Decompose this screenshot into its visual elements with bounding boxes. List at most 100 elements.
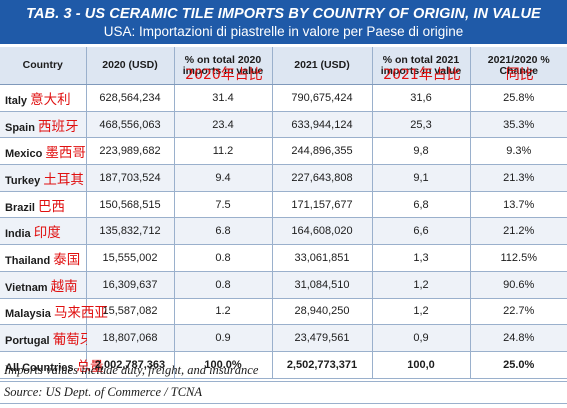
country-cell: Italy 意大利 [0,84,86,112]
table-notes: Imports values include duty, freight, an… [0,360,567,404]
change-cell: 21.2% [469,217,567,246]
country-name: Spain [5,121,35,134]
pct-2021-cell: 0,9 [371,324,470,352]
table-row: India 印度 135,832,712 6.8 164,608,020 6,6 21.2… [0,217,567,246]
value-2020-cell: 150,568,515 [85,191,174,219]
value-2020-cell: 2,002,787,363 [85,351,174,379]
country-name: Brazil [5,201,35,214]
table-row: Mexico 墨西哥 223,989,682 11.2 244,896,355 9,8 9… [0,137,567,166]
table-row: Portugal 葡萄牙 18,807,068 0.9 23,479,561 0,9 24… [0,324,567,352]
header-2020-usd: 2020 (USD) [85,47,174,85]
pct-2021-cell: 9,1 [371,164,470,192]
pct-2021-cell: 1,2 [371,271,470,299]
country-annotation: 西班牙 [38,118,79,135]
table-row: Malaysia 马来西亚 15,587,082 1.2 28,940,250 1,2 2… [0,298,567,326]
note-imports-values: Imports values include duty, freight, an… [0,360,567,382]
country-name: Thailand [5,254,51,267]
header-annotation: 同比 [505,67,534,83]
value-2021-cell: 790,675,424 [271,84,372,112]
country-annotation: 越南 [50,278,78,295]
header-pct-2021: % on total 2021 imports in value 2021年占比 [371,47,470,85]
value-2020-cell: 16,309,637 [85,271,174,299]
value-2021-cell: 28,940,250 [271,298,372,326]
country-cell: Thailand 泰国 [0,244,86,272]
header-country: Country [0,47,86,85]
country-name: All Countries [5,361,74,374]
table-row: Turkey 土耳其 187,703,524 9.4 227,643,808 9,1 21… [0,164,567,192]
country-annotation: 土耳其 [43,171,84,188]
header-change: 2021/2020 % Change 同比 [469,47,567,85]
table-subtitle: USA: Importazioni di piastrelle in valor… [103,24,464,39]
country-cell: India 印度 [0,217,86,246]
table-row: Vietnam 越南 16,309,637 0.8 31,084,510 1,2 90.6… [0,271,567,299]
pct-2020-cell: 6.8 [173,217,272,246]
pct-2021-cell: 31,6 [371,84,470,112]
table-row: Italy 意大利 628,564,234 31.4 790,675,424 31,6 2… [0,84,567,112]
value-2020-cell: 223,989,682 [85,137,174,166]
imports-table: Country 2020 (USD) % on total 2020 impor… [0,47,567,379]
country-annotation: 墨西哥 [45,145,86,162]
country-cell: Turkey 土耳其 [0,164,86,192]
value-2020-cell: 135,832,712 [85,217,174,246]
change-cell: 112.5% [469,244,567,272]
country-annotation: 巴西 [38,198,66,215]
value-2021-cell: 227,643,808 [271,164,372,192]
country-name: Italy [5,94,28,107]
table-row: Brazil 巴西 150,568,515 7.5 171,157,677 6,8 13.… [0,191,567,219]
country-cell: Mexico 墨西哥 [0,137,86,166]
pct-2020-cell: 9.4 [173,164,272,192]
country-annotation: 葡萄牙 [52,332,94,349]
value-2021-cell: 33,061,851 [271,244,372,272]
change-cell: 9.3% [469,137,567,166]
pct-2020-cell: 31.4 [173,84,272,112]
value-2021-cell: 171,157,677 [271,191,372,219]
pct-2020-cell: 0.9 [173,324,272,352]
country-annotation: 意大利 [30,91,71,108]
header-pct-2020: % on total 2020 imports in value 2020年占比 [173,47,272,85]
change-cell: 22.7% [469,298,567,326]
value-2020-cell: 468,556,063 [85,111,174,139]
pct-2021-cell: 100,0 [371,351,470,379]
value-2021-cell: 244,896,355 [271,137,372,166]
country-cell: Malaysia 马来西亚 [0,298,108,326]
value-2020-cell: 15,555,002 [85,244,174,272]
value-2020-cell: 18,807,068 [85,324,174,352]
change-cell: 24.8% [469,324,567,352]
value-2021-cell: 633,944,124 [271,111,372,139]
pct-2020-cell: 23.4 [173,111,272,139]
pct-2020-cell: 0.8 [173,244,272,272]
country-cell: Brazil 巴西 [0,191,86,219]
change-cell: 13.7% [469,191,567,219]
pct-2020-cell: 11.2 [173,137,272,166]
value-2020-cell: 628,564,234 [85,84,174,112]
table-title-bar: TAB. 3 - US CERAMIC TILE IMPORTS BY COUN… [0,0,567,44]
header-annotation: 2020年占比 [185,67,263,83]
pct-2021-cell: 25,3 [371,111,470,139]
value-2021-cell: 23,479,561 [271,324,372,352]
header-annotation: 2021年占比 [383,67,461,83]
pct-2021-cell: 9,8 [371,137,470,166]
change-cell: 25.8% [469,84,567,112]
change-cell: 90.6% [469,271,567,299]
pct-2021-cell: 1,2 [371,298,470,326]
country-name: Turkey [5,174,41,187]
change-cell: 25.0% [469,351,567,379]
value-2021-cell: 2,502,773,371 [271,351,372,379]
pct-2021-cell: 1,3 [371,244,470,272]
country-name: Portugal [5,335,50,348]
country-cell: Portugal 葡萄牙 [0,324,93,352]
country-name: Mexico [5,148,43,161]
pct-2020-cell: 7.5 [173,191,272,219]
value-2021-cell: 164,608,020 [271,217,372,246]
country-cell: Vietnam 越南 [0,271,86,299]
table-header-row: Country 2020 (USD) % on total 2020 impor… [0,47,567,85]
table-title: TAB. 3 - US CERAMIC TILE IMPORTS BY COUN… [26,6,541,22]
country-name: Vietnam [5,281,48,294]
pct-2021-cell: 6,6 [371,217,470,246]
country-name: India [5,228,31,241]
pct-2020-cell: 0.8 [173,271,272,299]
table-row: Spain 西班牙 468,556,063 23.4 633,944,124 25,3 3… [0,111,567,139]
pct-2020-cell: 1.2 [173,298,272,326]
country-name: Malaysia [5,308,51,321]
table-row: Thailand 泰国 15,555,002 0.8 33,061,851 1,3 112… [0,244,567,272]
